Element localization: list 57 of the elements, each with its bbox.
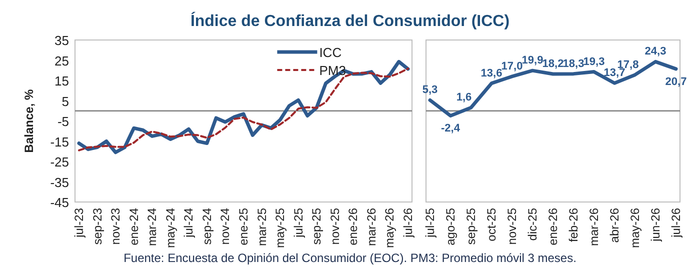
data-label: 19,9 <box>522 54 544 67</box>
x-tick-label: may-26 <box>382 208 397 248</box>
x-tick-label: jul-25 <box>291 208 306 238</box>
x-tick-label: mar-24 <box>145 208 160 246</box>
x-tick-label: sep-23 <box>90 208 104 245</box>
y-tick-label: 25 <box>54 53 69 68</box>
legend-label: PM3 <box>319 63 346 78</box>
data-label: 1,6 <box>456 92 472 104</box>
x-tick-label: mar-26 <box>364 208 378 246</box>
legend-label: ICC <box>319 45 342 60</box>
y-tick-label: 15 <box>54 74 69 88</box>
x-tick-label: jul-25 <box>423 208 437 238</box>
data-label: 18,3 <box>562 58 584 70</box>
y-tick-label: -35 <box>50 174 69 190</box>
x-tick-label: sep-25 <box>464 208 478 245</box>
data-label: 19,3 <box>583 56 605 68</box>
data-label: -2,4 <box>441 122 461 135</box>
y-tick-label: -5 <box>57 114 69 129</box>
x-tick-label: jul-26 <box>669 208 683 238</box>
source-note: Fuente: Encuesta de Opinión del Consumidor (EOC). PM3: Promedio móvil 3 meses. <box>124 251 576 265</box>
y-tick-label: -45 <box>50 195 69 210</box>
x-tick-label: may-25 <box>273 208 288 248</box>
x-tick-label: ene-26 <box>346 208 360 246</box>
x-tick-label: nov-25 <box>505 208 519 245</box>
x-tick-label: jul-26 <box>401 208 415 238</box>
data-label: 20,7 <box>665 76 687 88</box>
x-tick-label: nov-23 <box>108 208 123 245</box>
data-label: 18,2 <box>542 58 564 70</box>
x-tick-label: nov-24 <box>218 208 232 245</box>
x-tick-label: abr-26 <box>608 208 622 243</box>
data-label: 5,3 <box>422 84 438 96</box>
x-tick-label: sep-25 <box>310 208 324 245</box>
x-tick-label: may-26 <box>628 208 642 248</box>
x-tick-label: oct-25 <box>484 208 498 242</box>
data-label: 13,6 <box>480 67 502 80</box>
x-tick-label: may-24 <box>163 208 178 248</box>
x-tick-label: feb-26 <box>566 208 580 242</box>
data-label: 17,0 <box>501 60 523 72</box>
x-tick-label: ene-24 <box>126 208 141 246</box>
x-tick-label: ene-26 <box>546 208 560 246</box>
x-tick-label: ene-25 <box>236 208 250 246</box>
x-tick-label: ago-25 <box>444 208 458 246</box>
x-tick-label: jul-24 <box>182 208 196 238</box>
x-tick-label: jul-23 <box>72 208 86 238</box>
y-axis-title: Balance, % <box>22 88 36 153</box>
y-tick-label: 35 <box>54 33 69 48</box>
x-tick-label: jun-26 <box>648 208 662 242</box>
chart-title: Índice de Confianza del Consumidor (ICC) <box>190 11 510 30</box>
y-tick-label: 5 <box>62 94 69 109</box>
y-tick-label: -15 <box>50 134 69 150</box>
x-tick-label: mar-25 <box>254 208 269 246</box>
data-label: 24,3 <box>644 46 666 58</box>
y-tick-label: -25 <box>50 154 69 170</box>
x-tick-label: dic-25 <box>526 208 540 241</box>
x-tick-label: mar-26 <box>587 208 601 246</box>
x-tick-label: sep-24 <box>200 208 214 245</box>
x-tick-label: nov-25 <box>328 208 342 245</box>
